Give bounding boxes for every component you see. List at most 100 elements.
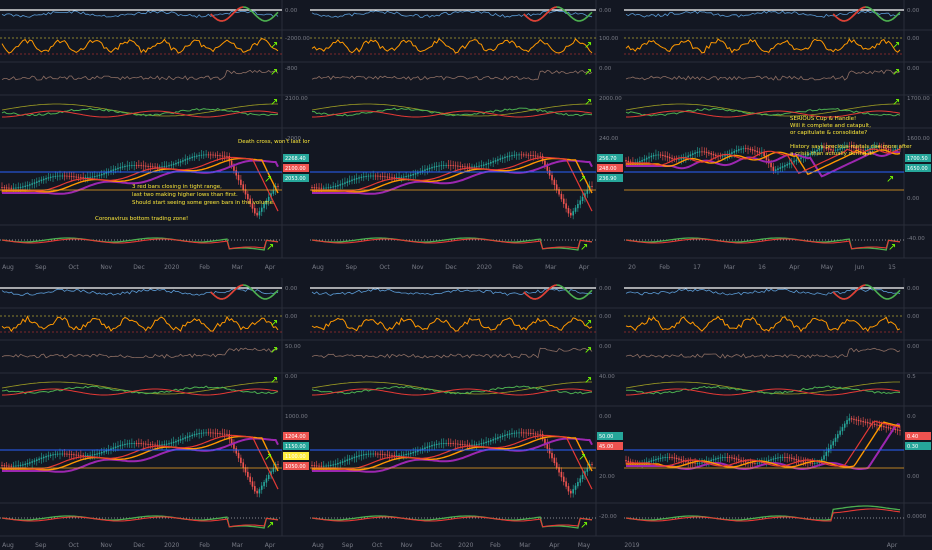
chart-4[interactable]: ↗ ↗ ↗ ↗ ↗ Aug Sep Oct Nov Dec 2020 Feb Mar Apr 0.00 0.0… [0, 278, 310, 550]
candle-body [784, 165, 786, 167]
time-axis-label: Feb [512, 264, 523, 271]
candle-body [182, 160, 184, 162]
dmi-minus [2, 388, 279, 396]
candle-body [802, 461, 805, 463]
candle-body [464, 444, 466, 446]
candle-body [527, 154, 530, 156]
candle-body [193, 156, 196, 158]
candle-body [374, 175, 377, 177]
candle-body [344, 460, 346, 462]
chart-5[interactable]: ↗ ↗ ↗ ↗ ↗ Aug Sep Oct Nov Dec 2020 Feb Mar Apr May 0.00… [310, 278, 624, 550]
candle-body [263, 204, 265, 209]
time-axis-label: 17 [693, 264, 701, 271]
candle-body [738, 149, 740, 151]
time-axis-label: Apr [887, 542, 898, 549]
candle-body [506, 156, 509, 158]
candle-body [742, 148, 745, 150]
candle-body [508, 155, 511, 157]
candle-body [546, 443, 549, 449]
candle-body [641, 160, 643, 162]
candle-body [468, 444, 471, 446]
candle-body [114, 168, 117, 171]
candle-body [277, 464, 279, 465]
candle-body [196, 433, 198, 435]
candle-body [424, 169, 426, 171]
candle-body [541, 433, 544, 440]
candle-body [414, 173, 417, 175]
candle-body [325, 187, 327, 189]
candle-body [318, 465, 320, 467]
candle-body [334, 185, 337, 187]
candle-body [398, 455, 400, 456]
price-scale-label: 0.00 [599, 66, 612, 72]
time-axis-label: May [578, 542, 591, 549]
macd-signal [1, 238, 279, 250]
price-badge-text: 45.00 [599, 444, 613, 450]
candle-body [728, 153, 731, 155]
chart-1[interactable]: ↗ ↗ ↗ ↗ ↗ Aug Sep Oct Nov Dec 2020 Feb Mar Apr 0.00 -20… [0, 0, 310, 272]
candle-body [54, 175, 57, 177]
candle-body [260, 485, 263, 490]
rocket-icon: ↗ [270, 318, 278, 329]
candle-body [662, 457, 664, 459]
candle-body [834, 149, 837, 151]
candle-body [226, 155, 228, 157]
candle-body [485, 441, 487, 444]
candle-body [830, 444, 832, 449]
candle-body [311, 187, 313, 188]
candle-body [96, 175, 98, 177]
candle-body [168, 165, 170, 167]
candle-body [165, 165, 168, 167]
candle-body [428, 445, 431, 448]
time-axis-label: Mar [232, 542, 244, 549]
chart-2[interactable]: ↗ ↗ ↗ ↗ ↗ Aug Sep Oct Nov Dec 2020 Feb Mar Apr 0.00 100… [310, 0, 624, 272]
candle-body [857, 148, 860, 150]
chart-6[interactable]: 2019Apr0.000.000.000.50.0-0.50.000.00000… [624, 278, 932, 550]
price-scale-label: 0.5 [907, 374, 916, 380]
candle-body [379, 175, 382, 177]
rocket-icon: ↗ [270, 375, 278, 386]
rocket-icon: ↗ [266, 520, 274, 531]
candle-body [839, 148, 841, 150]
candle-body [402, 176, 405, 178]
candle-body [892, 149, 894, 151]
candle-body [866, 148, 869, 151]
candle-body [45, 178, 47, 180]
oscillator-signal [832, 284, 901, 300]
candle-body [889, 149, 892, 151]
candle-body [175, 440, 177, 443]
candle-body [899, 430, 901, 431]
volume-oscillator [311, 347, 593, 359]
candle-body [135, 443, 138, 444]
candle-body [461, 166, 464, 168]
candle-body [708, 152, 710, 154]
candle-body [24, 463, 26, 465]
candle-body [738, 459, 740, 461]
ma-50 [2, 434, 279, 490]
candle-body [362, 454, 365, 456]
macd-signal [311, 238, 593, 250]
candle-body [657, 458, 660, 460]
time-axis-label: Nov [100, 542, 112, 549]
chart-annotation: Death cross, won't last long [238, 139, 310, 145]
candle-body [850, 418, 853, 420]
time-axis-label: Dec [133, 264, 145, 271]
candle-body [487, 162, 490, 165]
candle-body [499, 158, 502, 160]
candle-body [426, 168, 429, 171]
rocket-icon: ↗ [270, 67, 278, 78]
price-badge [597, 432, 623, 440]
candle-body [17, 465, 20, 467]
chart-3[interactable]: ↗ ↗ ↗ ↗ ↗ 20 Feb 17 Mar 16 Apr May Jun 15 0.00 0.00 0.00… [624, 0, 932, 272]
ma-100 [626, 421, 901, 468]
candle-body [431, 167, 433, 169]
candle-body [577, 204, 579, 209]
candle-body [405, 454, 407, 456]
candle-body [381, 454, 384, 455]
candle-body [256, 490, 258, 494]
rocket-icon: ↗ [584, 375, 592, 386]
candle-body [177, 162, 180, 164]
candle-body [372, 453, 374, 455]
candle-body [525, 432, 527, 434]
